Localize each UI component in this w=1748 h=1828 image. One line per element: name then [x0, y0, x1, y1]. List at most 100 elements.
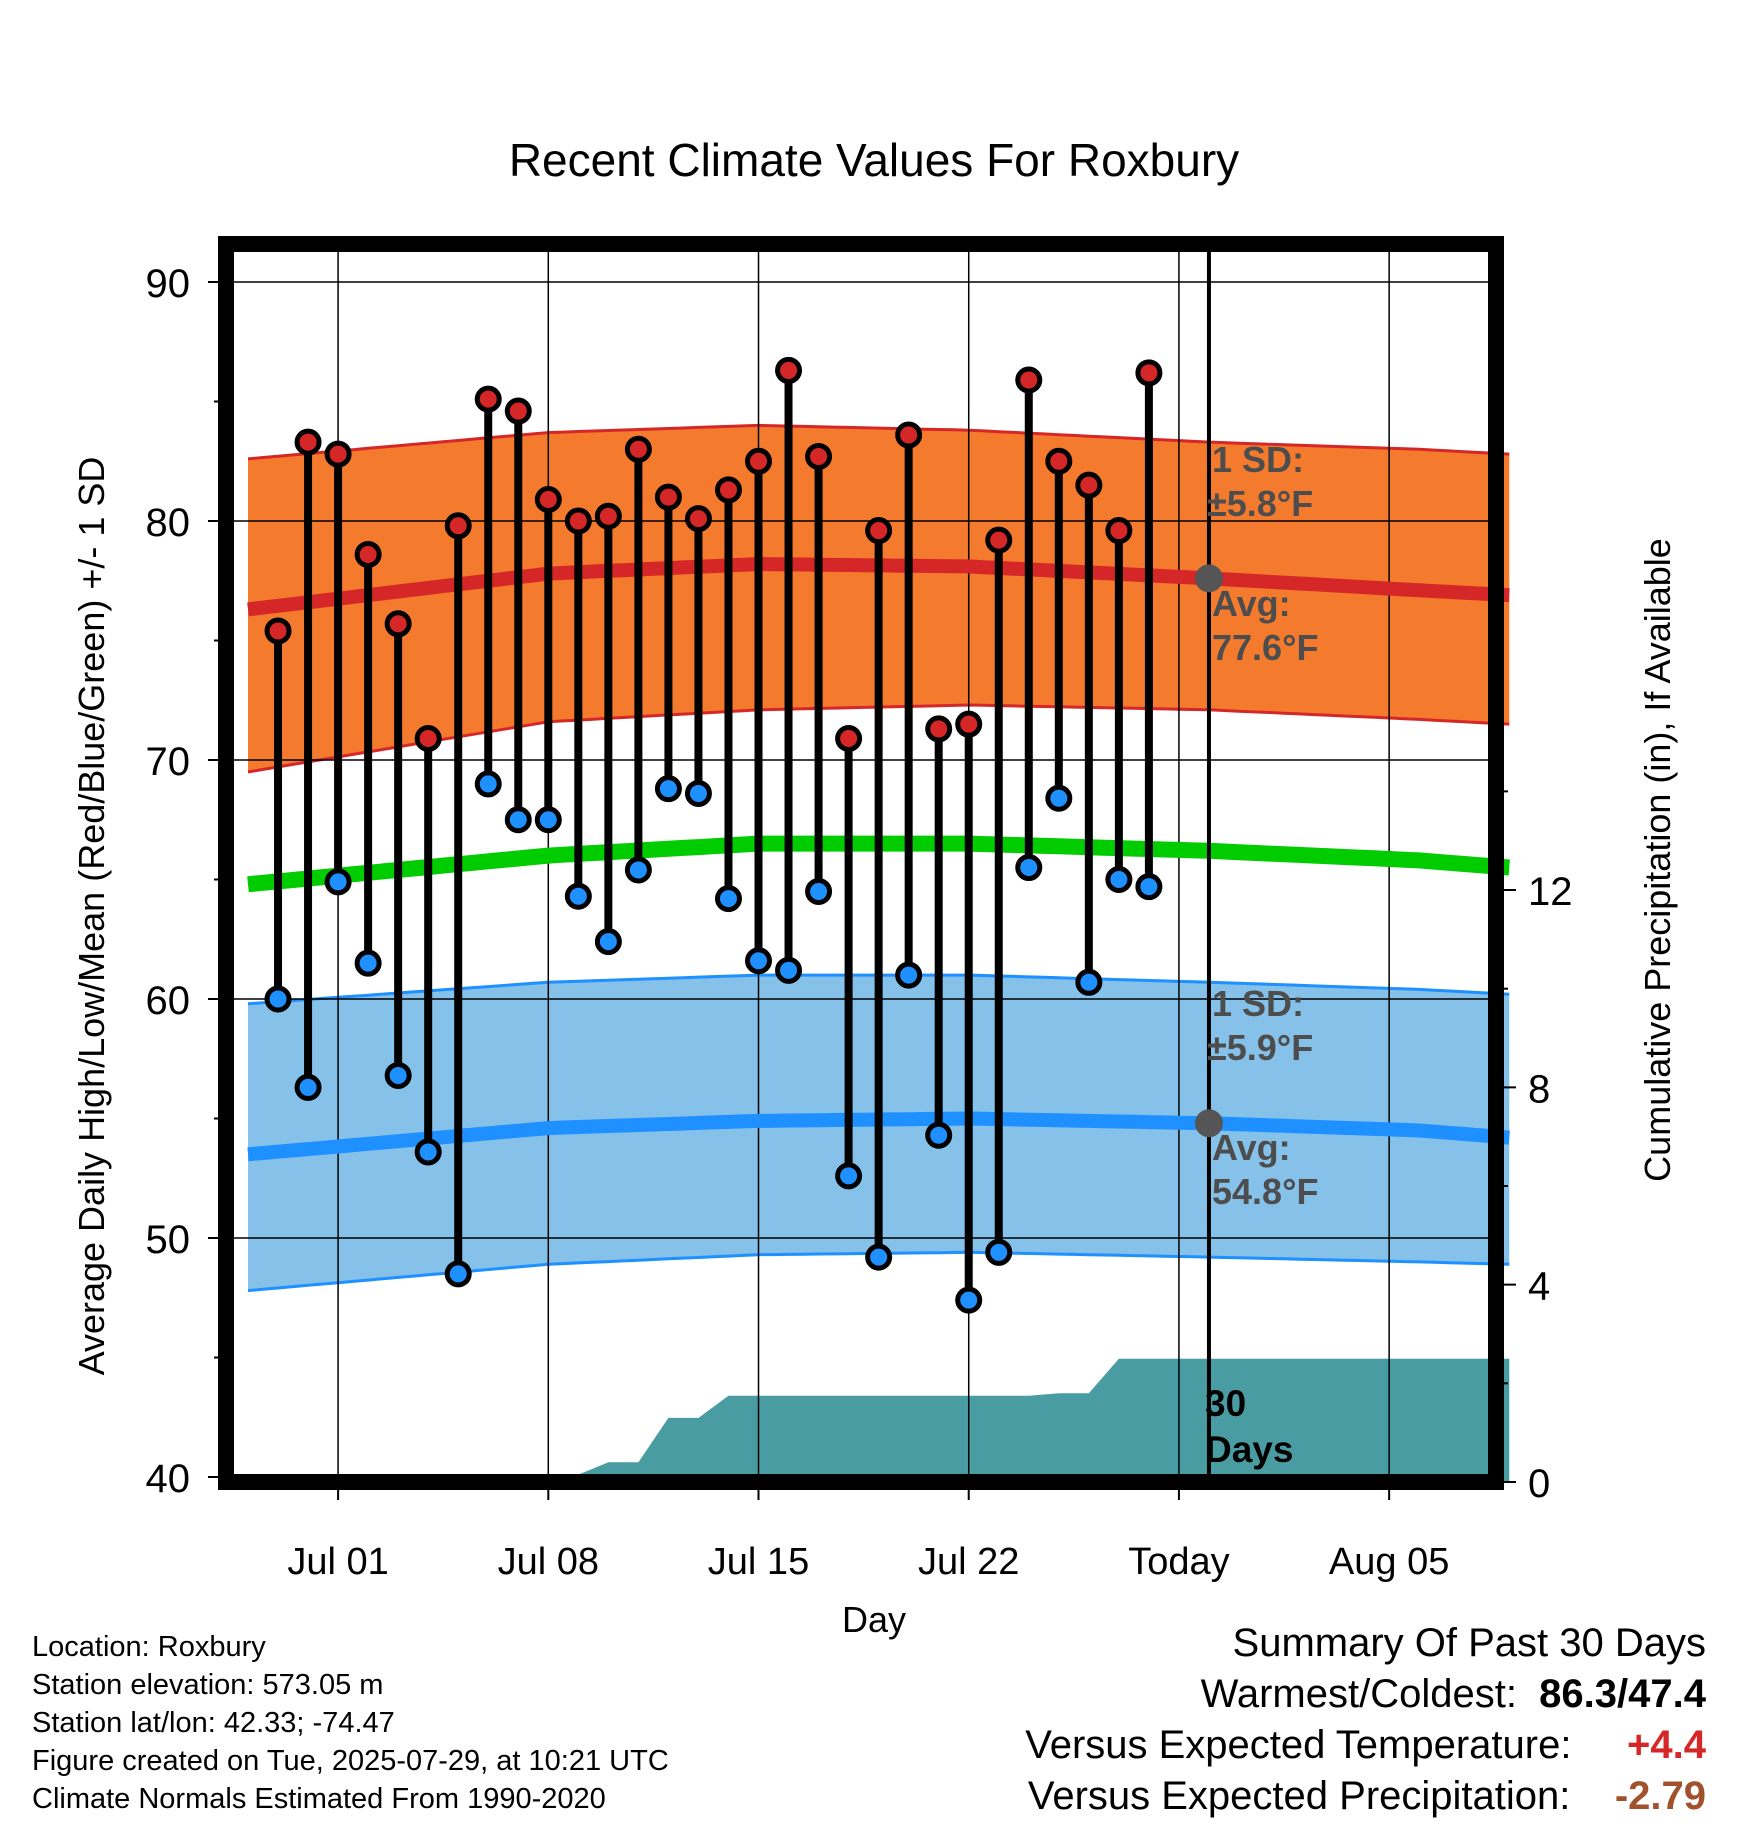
low-temp-point [294, 1073, 322, 1101]
high-temp-point [324, 440, 352, 468]
plot-frame [218, 236, 1504, 1490]
high-sd-annotation: 1 SD: ±5.8°F [1207, 439, 1313, 524]
summary-warm-cold-value: 86.3/47.4 [1539, 1672, 1706, 1716]
high-temp-point [714, 476, 742, 504]
high-temp-point [1135, 359, 1163, 387]
high-sd-upper-edge [247, 423, 1510, 461]
y-axis-title: Average Daily High/Low/Mean (Red/Blue/Gr… [71, 457, 112, 1376]
x-axis-title: Day [842, 1599, 906, 1640]
low-temp-point [264, 985, 292, 1013]
x-tick-label: Jul 22 [918, 1541, 1019, 1583]
window-days-label: Days [1205, 1429, 1293, 1470]
x-tick-label: Today [1128, 1541, 1229, 1583]
low-temp-point [624, 856, 652, 884]
low-temp-point [985, 1238, 1013, 1266]
low-temp-point [835, 1162, 863, 1190]
high-sd-value: ±5.8°F [1207, 483, 1313, 524]
high-temp-point [354, 540, 382, 568]
low-temp-point [865, 1243, 893, 1271]
summary-precip-row: Versus Expected Precipitation: -2.79 [1025, 1771, 1706, 1822]
today-high-normal-marker [1194, 564, 1223, 593]
low-temp-point [925, 1121, 953, 1149]
y-tick-label: 80 [146, 501, 191, 545]
high-temp-point [564, 507, 592, 535]
today-low-normal-marker [1194, 1109, 1223, 1138]
high-temp-point [925, 715, 953, 743]
high-temp-point [654, 483, 682, 511]
y-tick-label: 40 [146, 1457, 191, 1501]
y2-tick-label: 8 [1528, 1067, 1550, 1111]
summary-temp-label: Versus Expected Temperature: [1025, 1723, 1572, 1767]
high-temp-point [1075, 471, 1103, 499]
low-temp-point [504, 806, 532, 834]
low-avg-label: Avg: [1212, 1127, 1291, 1168]
y-tick-label: 90 [146, 262, 191, 306]
low-temp-point [805, 877, 833, 905]
high-temp-point [745, 447, 773, 475]
y2-tick-label: 12 [1528, 870, 1573, 914]
high-temp-point [805, 442, 833, 470]
summary-precip-label: Versus Expected Precipitation: [1027, 1774, 1571, 1818]
x-tick-label: Aug 05 [1329, 1541, 1449, 1583]
high-temp-point [895, 421, 923, 449]
high-temp-point [1045, 447, 1073, 475]
summary-warm-cold-label: Warmest/Coldest: [1200, 1672, 1517, 1716]
precipitation-area [248, 1358, 1510, 1482]
footer-created: Figure created on Tue, 2025-07-29, at 10… [32, 1745, 669, 1777]
footer-location: Location: Roxbury [32, 1631, 266, 1663]
high-temp-point [985, 526, 1013, 554]
footer-latlon: Station lat/lon: 42.33; -74.47 [32, 1707, 395, 1739]
high-temp-point [414, 724, 442, 752]
high-temp-point [684, 505, 712, 533]
high-temp-point [444, 512, 472, 540]
low-sd-value: ±5.9°F [1207, 1027, 1313, 1068]
high-temp-point [865, 517, 893, 545]
high-temp-point [294, 428, 322, 456]
high-temp-point [1015, 366, 1043, 394]
summary-panel: Summary Of Past 30 Days Warmest/Coldest:… [1025, 1618, 1706, 1822]
low-temp-point [895, 961, 923, 989]
low-temp-point [1075, 968, 1103, 996]
x-tick-label: Jul 08 [498, 1541, 599, 1583]
high-temp-point [384, 610, 412, 638]
chart-title: Recent Climate Values For Roxbury [509, 134, 1239, 186]
high-avg-value: 77.6°F [1212, 627, 1318, 668]
low-temp-point [1135, 873, 1163, 901]
y-tick-label: 70 [146, 740, 191, 784]
summary-heading: Summary Of Past 30 Days [1232, 1621, 1706, 1665]
high-temp-point [594, 502, 622, 530]
summary-warm-cold-row: Warmest/Coldest: 86.3/47.4 [1025, 1669, 1706, 1720]
window-days-number: 30 [1205, 1383, 1246, 1424]
low-sd-label: 1 SD: [1212, 983, 1304, 1024]
low-temp-point [474, 770, 502, 798]
low-temp-point [1045, 784, 1073, 812]
low-sd-annotation: 1 SD: ±5.9°F [1207, 983, 1313, 1068]
low-temp-point [564, 882, 592, 910]
summary-precip-value: -2.79 [1614, 1774, 1706, 1818]
high-temp-point [534, 485, 562, 513]
high-avg-annotation: Avg: 77.6°F [1212, 583, 1318, 668]
x-tick-label: Jul 15 [708, 1541, 809, 1583]
high-temp-point [955, 710, 983, 738]
y2-tick-label: 0 [1528, 1462, 1550, 1506]
y-tick-label: 50 [146, 1218, 191, 1262]
high-temp-point [835, 724, 863, 752]
low-avg-value: 54.8°F [1212, 1171, 1318, 1212]
footer-info: Location: Roxbury Station elevation: 573… [32, 1628, 669, 1818]
high-sd-label: 1 SD: [1212, 439, 1304, 480]
low-temp-point [384, 1061, 412, 1089]
high-temp-point [775, 356, 803, 384]
summary-temp-value: +4.4 [1627, 1723, 1706, 1767]
high-temp-point [474, 385, 502, 413]
y-tick-label: 60 [146, 979, 191, 1023]
high-temp-point [264, 617, 292, 645]
low-temp-point [714, 885, 742, 913]
low-temp-point [444, 1260, 472, 1288]
low-avg-annotation: Avg: 54.8°F [1212, 1127, 1318, 1212]
low-temp-point [354, 949, 382, 977]
low-temp-point [324, 868, 352, 896]
low-temp-point [414, 1138, 442, 1166]
low-temp-point [1015, 854, 1043, 882]
x-tick-label: Jul 01 [287, 1541, 388, 1583]
